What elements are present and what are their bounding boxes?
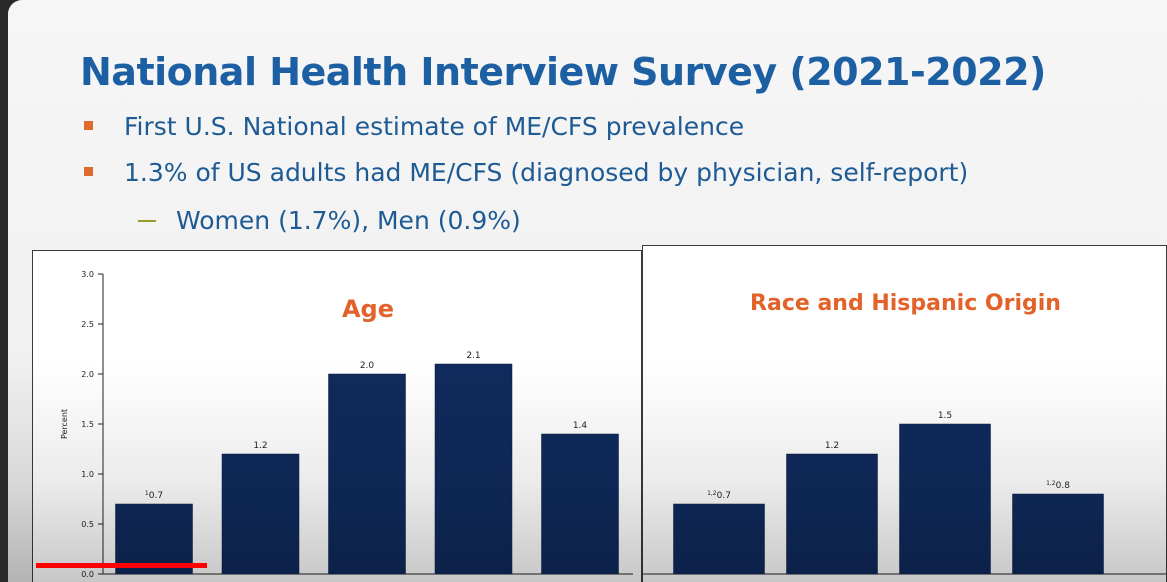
slide: National Health Interview Survey (2021-2… [8, 0, 1167, 582]
y-axis-label: Percent [60, 409, 69, 439]
footnote-mark: 1,2 [1046, 480, 1056, 487]
bar-value-label: 1,20.7 [707, 490, 731, 501]
bar-value: 0.8 [1056, 481, 1071, 491]
footnote-mark: 1,2 [707, 490, 717, 497]
bullet-marker [84, 167, 93, 176]
y-tick-label: 0.0 [81, 570, 94, 579]
y-tick-label: 3.0 [81, 270, 94, 279]
bar-2 [221, 453, 300, 575]
bar-4 [434, 363, 513, 575]
sub-bullet-text: Women (1.7%), Men (0.9%) [176, 206, 521, 235]
race-chart-title: Race and Hispanic Origin [750, 291, 1061, 316]
bar-value: 0.7 [149, 491, 163, 501]
age-chart-title: Age [341, 295, 395, 323]
bar-1 [673, 503, 765, 575]
race-chart: 1,20.7Asian, non-Hispanic1.2Black, non-H… [643, 411, 1166, 575]
bullet-2-text: 1.3% of US adults had ME/CFS (diagnosed … [124, 158, 969, 187]
bar-value-label: 2.0 [360, 361, 375, 371]
y-tick-label: 2.0 [81, 370, 94, 379]
bar-4 [1012, 493, 1104, 575]
age-chart-panel: Age 0.00.51.01.52.02.53.0Percent10.718–2… [32, 250, 642, 582]
bullet-2: 1.3% of US adults had ME/CFS (diagnosed … [84, 158, 969, 187]
y-tick-label: 2.5 [81, 320, 94, 329]
bullet-1-text: First U.S. National estimate of ME/CFS p… [124, 112, 745, 141]
footnote-mark: 1 [145, 490, 149, 497]
bullet-marker [84, 121, 93, 130]
bar-5 [541, 433, 619, 575]
y-tick-label: 1.5 [81, 420, 94, 429]
bar-2 [786, 453, 878, 575]
age-chart: 0.00.51.01.52.02.53.0Percent10.718–291.2… [60, 270, 633, 579]
bar-1 [115, 503, 193, 575]
video-progress-bar[interactable] [36, 563, 207, 568]
bar-value-label: 1,20.8 [1046, 480, 1070, 491]
slide-title: National Health Interview Survey (2021-2… [80, 50, 1046, 94]
bar-value: 0.7 [717, 491, 731, 501]
y-tick-label: 1.0 [81, 470, 94, 479]
y-tick-label: 0.5 [81, 520, 94, 529]
bullet-1: First U.S. National estimate of ME/CFS p… [84, 112, 745, 141]
bar-value-label: 1.2 [825, 441, 839, 451]
sub-bullet-dash [138, 220, 156, 222]
bar-value-label: 1.5 [938, 411, 952, 421]
bar-value-label: 2.1 [466, 351, 480, 361]
bar-value-label: 10.7 [145, 490, 163, 501]
bar-3 [899, 423, 991, 575]
race-chart-panel: Race and Hispanic Origin 1,20.7Asian, no… [642, 245, 1167, 582]
bar-value-label: 1.2 [253, 441, 267, 451]
bar-3 [328, 373, 406, 575]
bar-value-label: 1.4 [573, 421, 588, 431]
sub-bullet: Women (1.7%), Men (0.9%) [138, 206, 521, 235]
